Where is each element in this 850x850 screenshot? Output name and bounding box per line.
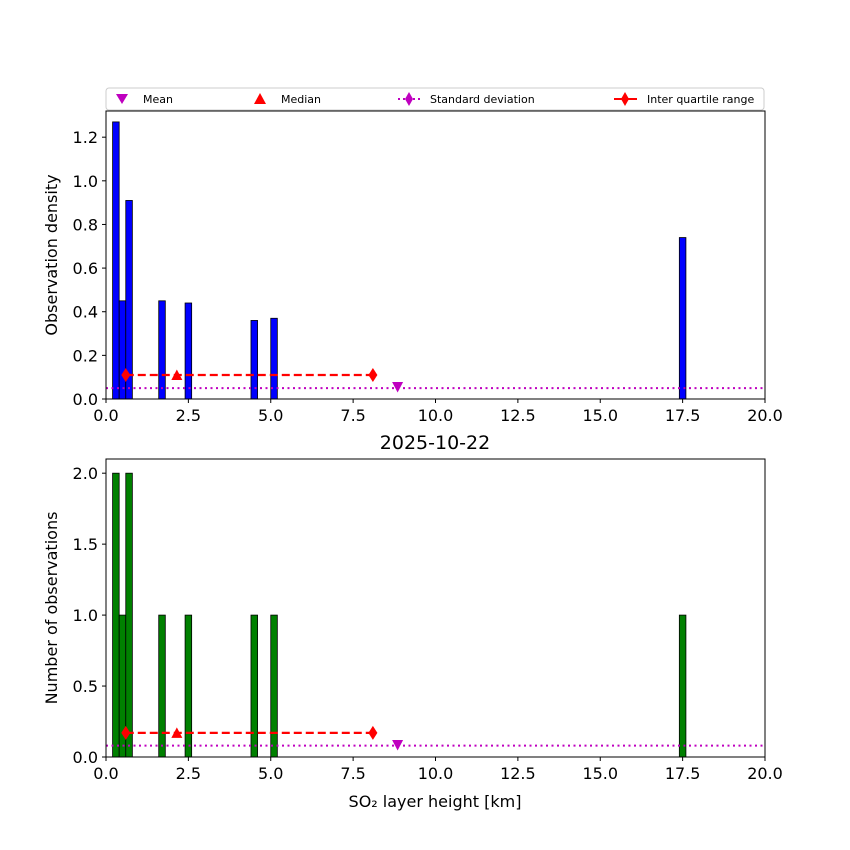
bottom-panel-title: 2025-10-22 [380,432,490,454]
top-iqr-marker [368,368,378,382]
top-y-tick-label: 0.6 [73,259,98,278]
bottom-plot-frame [105,458,766,758]
top-mean-marker [392,382,404,393]
top-x-tick-label: 10.0 [418,406,454,425]
top-x-tick-label: 5.0 [258,406,283,425]
bottom-x-tick-label: 0.0 [93,764,118,783]
top-plot-frame [105,110,766,400]
top-x-axis: 0.0 2.5 5.0 7.5 10.0 12.5 15.0 17.5 20.0 [93,399,783,425]
bottom-y-tick-label: 2.0 [73,464,98,483]
top-y-tick-label: 0.2 [73,346,98,365]
top-x-tick-label: 20.0 [747,406,783,425]
bottom-bar [158,614,166,758]
top-bar [112,121,120,400]
top-y-tick-label: 0.0 [73,390,98,409]
top-x-tick-label: 0.0 [93,406,118,425]
top-bars [112,121,687,400]
bottom-x-tick-label: 17.5 [665,764,701,783]
top-median-marker [171,369,183,380]
legend-entry-mean: Mean [116,93,173,106]
bottom-x-axis-label: SO₂ layer height [km] [349,792,522,811]
top-bar [270,317,278,400]
top-bar [118,300,127,400]
top-statistics [106,368,765,393]
top-y-tick-label: 0.4 [73,303,98,322]
bottom-median-marker [171,727,183,738]
legend: Mean Median Standard deviation Inter qua… [105,87,765,111]
bottom-iqr-marker [121,725,131,740]
iqr-marker-icon [621,92,629,106]
bottom-x-tick-label: 5.0 [258,764,283,783]
top-x-tick-label: 2.5 [176,406,201,425]
bottom-x-axis: 0.0 2.5 5.0 7.5 10.0 12.5 15.0 17.5 20.0 [93,757,783,783]
bottom-iqr-marker [368,725,378,740]
legend-entry-median: Median [254,93,321,106]
mean-marker-icon [116,94,128,104]
legend-entry-std: Standard deviation [398,92,535,106]
top-x-tick-label: 7.5 [340,406,365,425]
bottom-y-tick-label: 0.0 [73,748,98,767]
bottom-bars [112,472,687,758]
top-bar [125,200,133,400]
top-x-tick-label: 17.5 [665,406,701,425]
bottom-y-tick-label: 0.5 [73,677,98,696]
top-bar [158,300,166,400]
bottom-bar [125,472,133,758]
bottom-x-tick-label: 12.5 [500,764,536,783]
bottom-panel: 0.0 2.5 5.0 7.5 10.0 12.5 15.0 17.5 20.0 0.0 0.5 1… [42,458,783,811]
std-marker-icon [405,92,413,106]
top-bar [678,237,687,400]
bottom-bar [184,614,193,758]
legend-frame [105,87,765,111]
bottom-mean-marker [392,739,404,751]
bottom-x-tick-label: 20.0 [747,764,783,783]
top-panel: 0.0 2.5 5.0 7.5 10.0 12.5 15.0 17.5 20.0 0.00.20… [42,110,783,425]
bottom-bar [270,614,278,758]
top-y-tick-label: 1.2 [73,128,98,147]
bottom-x-tick-label: 7.5 [340,764,365,783]
bottom-y-tick-label: 1.5 [73,535,98,554]
median-marker-icon [254,93,266,104]
top-y-tick-label: 1.0 [73,172,98,191]
legend-label-mean: Mean [143,93,173,106]
legend-label-std: Standard deviation [430,93,535,106]
bottom-y-axis: 0.0 0.5 1.0 1.5 2.0 [73,464,106,767]
bottom-y-axis-label: Number of observations [42,512,61,705]
bottom-bar [250,614,258,758]
top-iqr-marker [121,368,131,382]
top-y-axis: 0.0 0.2 0.4 0.6 0.8 1.0 1.2 [73,128,106,409]
top-y-tick-label: 0.8 [73,215,98,234]
bottom-statistics [106,725,765,751]
bottom-bar [112,472,120,758]
top-bar [250,320,258,400]
legend-label-median: Median [281,93,321,106]
bottom-bar [678,614,687,758]
top-y-axis-label: Observation density [42,174,61,335]
bottom-y-tick-label: 1.0 [73,606,98,625]
bottom-x-tick-label: 2.5 [176,764,201,783]
bottom-x-tick-label: 10.0 [418,764,454,783]
top-x-tick-label: 15.0 [582,406,618,425]
legend-label-iqr: Inter quartile range [647,93,754,106]
bottom-x-tick-label: 15.0 [582,764,618,783]
legend-entry-iqr: Inter quartile range [614,92,754,106]
top-bar [184,302,193,400]
top-x-tick-label: 12.5 [500,406,536,425]
